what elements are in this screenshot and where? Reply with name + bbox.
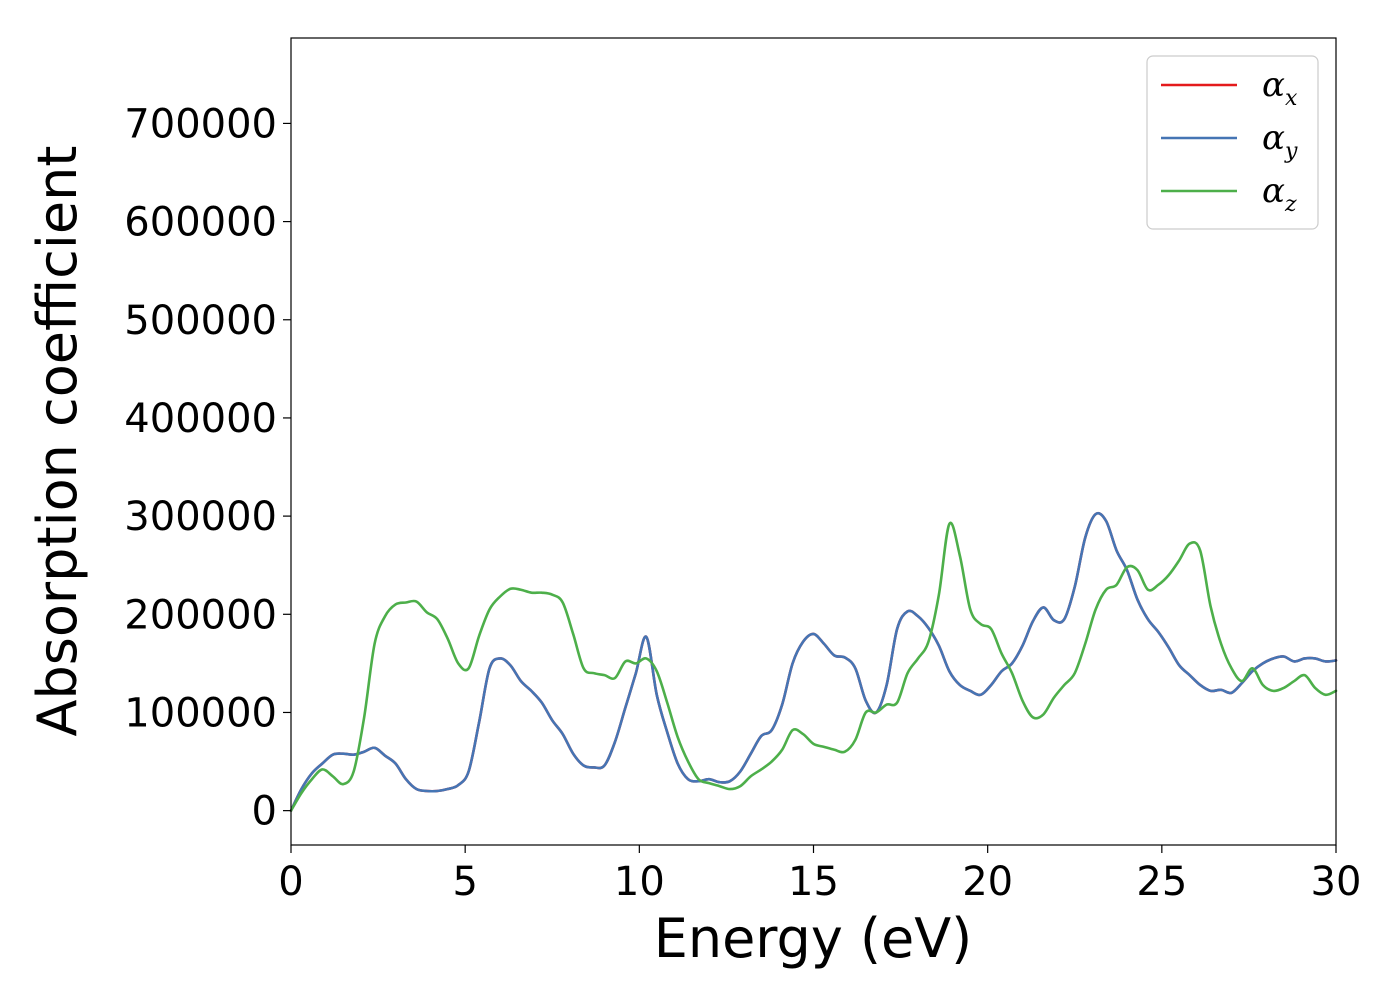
y-tick-label: 200000 bbox=[124, 592, 277, 638]
legend-label-y: αy bbox=[1262, 118, 1298, 164]
x-axis-title: Energy (eV) bbox=[654, 907, 973, 970]
series-line-y bbox=[289, 511, 1338, 812]
x-tick-label: 5 bbox=[452, 859, 477, 905]
y-tick-label: 100000 bbox=[124, 690, 277, 736]
x-tick-label: 20 bbox=[962, 859, 1013, 905]
y-tick-label: 600000 bbox=[124, 200, 277, 246]
x-tick-label: 10 bbox=[614, 859, 665, 905]
y-tick-label: 0 bbox=[252, 789, 277, 835]
x-axis: 0 5 10 15 20 25 30 bbox=[278, 845, 1361, 905]
x-tick-label: 30 bbox=[1311, 859, 1362, 905]
series-line-z bbox=[289, 521, 1338, 812]
y-tick-label: 500000 bbox=[124, 298, 277, 344]
y-tick-label: 300000 bbox=[124, 494, 277, 540]
x-tick-label: 25 bbox=[1136, 859, 1187, 905]
y-tick-label: 400000 bbox=[124, 396, 277, 442]
legend: αx αy αz bbox=[1146, 55, 1319, 230]
series-layer bbox=[289, 511, 1338, 812]
y-axis-title: Absorption coefficient bbox=[26, 146, 89, 737]
legend-box bbox=[1146, 55, 1319, 230]
legend-label-x: αx bbox=[1262, 65, 1298, 111]
x-tick-label: 15 bbox=[788, 859, 839, 905]
legend-label-z: αz bbox=[1262, 171, 1297, 217]
y-axis: 0 100000 200000 300000 400000 500000 600000 700… bbox=[124, 101, 291, 835]
x-tick-label: 0 bbox=[278, 859, 303, 905]
y-tick-label: 700000 bbox=[124, 101, 277, 147]
